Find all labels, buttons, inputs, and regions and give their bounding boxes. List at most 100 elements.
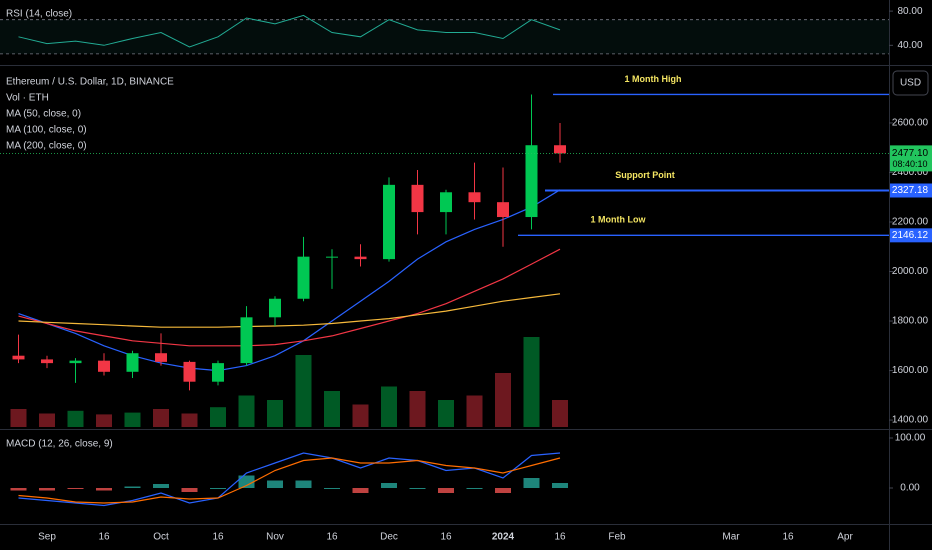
histogram-bar bbox=[324, 488, 340, 489]
volume-bar bbox=[10, 409, 27, 427]
candle-body bbox=[468, 192, 481, 203]
level-label: Support Point bbox=[615, 170, 675, 180]
volume-bar bbox=[238, 395, 255, 427]
y-tick-label: 1600.00 bbox=[892, 365, 929, 376]
rsi-title: RSI (14, close) bbox=[6, 9, 72, 20]
candle-body bbox=[554, 145, 566, 154]
histogram-bar bbox=[153, 484, 169, 488]
x-tick-label: Mar bbox=[722, 532, 740, 543]
histogram-bar bbox=[466, 488, 483, 489]
y-tick-label: 1400.00 bbox=[892, 415, 929, 426]
level-label: 1 Month High bbox=[625, 74, 682, 84]
y-tick-label: 2400.00 bbox=[892, 167, 929, 178]
histogram-bar bbox=[39, 488, 55, 491]
candle-body bbox=[126, 353, 139, 372]
legend-entry: MA (200, close, 0) bbox=[6, 141, 87, 152]
histogram-bar bbox=[381, 483, 397, 488]
volume-bar bbox=[67, 410, 84, 427]
volume-bar bbox=[96, 414, 112, 427]
histogram-bar bbox=[96, 488, 112, 491]
histogram-bar bbox=[352, 488, 369, 493]
y-tick-label: 2000.00 bbox=[892, 266, 929, 277]
volume-bar bbox=[552, 400, 568, 427]
price-badge-label: 2146.12 bbox=[892, 230, 929, 241]
volume-bar bbox=[523, 337, 540, 427]
candle-body bbox=[411, 184, 424, 213]
legend-entry: MA (100, close, 0) bbox=[6, 125, 87, 136]
volume-bar bbox=[124, 412, 141, 427]
volume-bar bbox=[409, 391, 426, 427]
price-badge-label: 2327.18 bbox=[892, 185, 929, 196]
histogram-bar bbox=[295, 480, 312, 488]
y-tick-label: 0.00 bbox=[900, 483, 920, 494]
last-price-label: 2477.10 bbox=[892, 148, 929, 159]
macd-line bbox=[18, 452, 561, 507]
candle-body bbox=[98, 360, 110, 372]
rsi-line bbox=[18, 14, 561, 48]
volume-bar bbox=[381, 386, 397, 427]
main-title: Ethereum / U.S. Dollar, 1D, BINANCE bbox=[6, 77, 174, 88]
histogram-bar bbox=[181, 488, 198, 492]
volume-bar bbox=[210, 407, 226, 427]
moving-average bbox=[18, 189, 561, 372]
x-tick-label: Sep bbox=[38, 532, 56, 543]
candle-body bbox=[12, 355, 25, 360]
x-tick-label: Dec bbox=[380, 532, 398, 543]
candle-body bbox=[240, 317, 253, 364]
moving-average bbox=[18, 293, 561, 328]
candle-body bbox=[297, 256, 310, 299]
volume-bar bbox=[181, 413, 198, 427]
legend-entry: MA (50, close, 0) bbox=[6, 109, 81, 120]
currency[interactable]: USD bbox=[900, 78, 921, 89]
x-tick-label: 16 bbox=[212, 532, 224, 543]
x-tick-label: 16 bbox=[326, 532, 338, 543]
last-price-badge bbox=[890, 145, 932, 172]
volume-bar bbox=[267, 400, 283, 427]
candle-body bbox=[525, 145, 538, 218]
macd-line bbox=[18, 457, 561, 504]
histogram-bar bbox=[67, 488, 84, 489]
histogram-bar bbox=[523, 478, 540, 488]
y-tick-label: 1800.00 bbox=[892, 316, 929, 327]
candle-body bbox=[69, 360, 82, 364]
x-tick-label: 2024 bbox=[492, 532, 515, 543]
candle-body bbox=[440, 192, 452, 213]
candle-body bbox=[155, 353, 167, 362]
x-tick-label: 16 bbox=[554, 532, 566, 543]
candle-body bbox=[212, 363, 224, 382]
candle-body bbox=[326, 256, 338, 258]
price-badge bbox=[890, 228, 932, 243]
candle-body bbox=[183, 361, 196, 382]
y-tick-label: 40.00 bbox=[897, 40, 922, 51]
x-tick-label: Nov bbox=[266, 532, 284, 543]
candle-body bbox=[497, 202, 509, 218]
volume-bar bbox=[295, 355, 312, 427]
histogram-bar bbox=[124, 486, 141, 488]
currency-button[interactable] bbox=[892, 70, 929, 96]
x-tick-label: 16 bbox=[782, 532, 794, 543]
candle-body bbox=[269, 298, 281, 318]
volume-bar bbox=[495, 373, 511, 427]
macd-title: MACD (12, 26, close, 9) bbox=[6, 439, 113, 450]
moving-average bbox=[18, 248, 561, 347]
candle-body bbox=[41, 359, 53, 364]
volume-bar bbox=[324, 391, 340, 427]
volume-label: Vol · ETH bbox=[6, 93, 49, 104]
level-label: 1 Month Low bbox=[591, 215, 647, 225]
volume-bar bbox=[39, 413, 55, 427]
candle-body bbox=[354, 256, 367, 260]
volume-bar bbox=[466, 395, 483, 427]
volume-bar bbox=[438, 400, 454, 427]
volume-bar bbox=[352, 404, 369, 427]
y-tick-label: 2600.00 bbox=[892, 118, 929, 129]
countdown: 08:40:10 bbox=[892, 159, 927, 169]
candle-body bbox=[383, 184, 395, 260]
y-tick-label: 80.00 bbox=[897, 6, 922, 17]
histogram-bar bbox=[409, 488, 426, 489]
y-tick-label: 2200.00 bbox=[892, 217, 929, 228]
x-tick-label: 16 bbox=[440, 532, 452, 543]
histogram-bar bbox=[210, 488, 226, 489]
histogram-bar bbox=[495, 488, 511, 493]
